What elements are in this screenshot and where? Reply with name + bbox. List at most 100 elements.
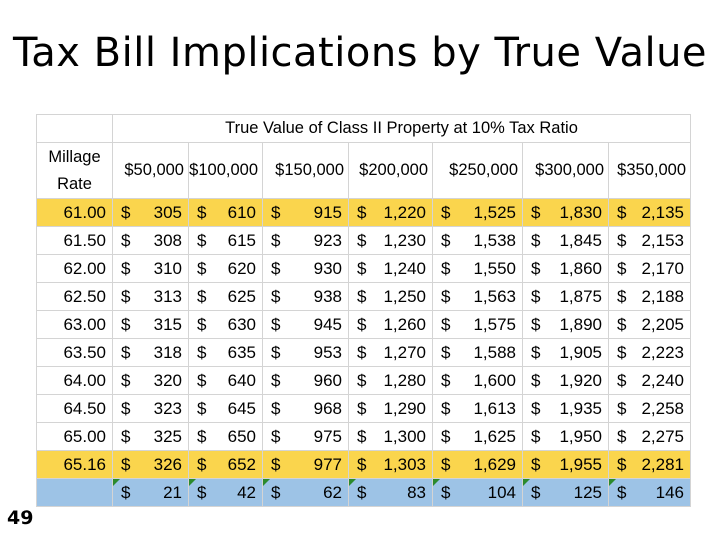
currency-symbol: $ — [531, 399, 541, 418]
currency-symbol: $ — [121, 455, 131, 474]
amount-cell: $1,830 — [522, 198, 609, 227]
amount-value: 1,950 — [559, 426, 602, 446]
currency-symbol: $ — [617, 231, 627, 250]
amount-value: 625 — [227, 286, 256, 306]
amount-cell: $2,258 — [608, 394, 691, 423]
amount-value: 1,955 — [559, 454, 602, 474]
amount-cell: $1,270 — [348, 338, 433, 367]
currency-symbol: $ — [271, 315, 281, 334]
table-row: 64.00 $320 $640 $960 $1,280 $1,600 $1,920 $2,24… — [36, 366, 691, 395]
amount-cell: $320 — [112, 366, 189, 395]
amount-cell: $305 — [112, 198, 189, 227]
amount-value: 315 — [153, 314, 182, 334]
currency-symbol: $ — [357, 203, 367, 222]
millage-rate-cell — [36, 478, 113, 507]
amount-value: 960 — [313, 370, 342, 390]
tax-table: True Value of Class II Property at 10% T… — [36, 114, 691, 507]
amount-value: 2,135 — [641, 202, 684, 222]
amount-cell: $1,629 — [432, 450, 523, 479]
currency-symbol: $ — [271, 259, 281, 278]
corner-cell — [36, 114, 113, 143]
table-row: 63.00 $315 $630 $945 $1,260 $1,575 $1,890 $2,20… — [36, 310, 691, 339]
amount-value: 915 — [313, 202, 342, 222]
amount-value: 1,280 — [383, 370, 426, 390]
amount-cell: $945 — [262, 310, 349, 339]
millage-rate-cell: 64.50 — [36, 394, 113, 423]
amount-value: 1,563 — [473, 286, 516, 306]
amount-cell: $615 — [188, 226, 263, 255]
amount-cell: $1,950 — [522, 422, 609, 451]
amount-value: 1,290 — [383, 398, 426, 418]
amount-value: 1,629 — [473, 454, 516, 474]
table-header-title: True Value of Class II Property at 10% T… — [112, 114, 691, 143]
currency-symbol: $ — [617, 483, 627, 502]
amount-cell: $1,303 — [348, 450, 433, 479]
amount-cell: $1,905 — [522, 338, 609, 367]
currency-symbol: $ — [531, 343, 541, 362]
amount-cell: $960 — [262, 366, 349, 395]
amount-value: 1,890 — [559, 314, 602, 334]
amount-cell: $1,890 — [522, 310, 609, 339]
currency-symbol: $ — [441, 315, 451, 334]
currency-symbol: $ — [357, 455, 367, 474]
amount-value: 2,153 — [641, 230, 684, 250]
amount-cell: $326 — [112, 450, 189, 479]
amount-value: 104 — [487, 482, 516, 502]
amount-value: 930 — [313, 258, 342, 278]
currency-symbol: $ — [531, 371, 541, 390]
amount-cell: $2,205 — [608, 310, 691, 339]
millage-rate-cell: 63.50 — [36, 338, 113, 367]
currency-symbol: $ — [617, 455, 627, 474]
amount-cell: $1,250 — [348, 282, 433, 311]
amount-value: 1,260 — [383, 314, 426, 334]
column-header: $50,000 — [112, 142, 189, 199]
column-header-row: Millage Rate $50,000 $100,000 $150,000 $… — [36, 142, 691, 199]
error-marker-icon — [523, 479, 530, 486]
amount-cell: $1,600 — [432, 366, 523, 395]
column-header: $350,000 — [608, 142, 691, 199]
amount-cell: $620 — [188, 254, 263, 283]
amount-cell: $652 — [188, 450, 263, 479]
currency-symbol: $ — [531, 231, 541, 250]
amount-value: 652 — [227, 454, 256, 474]
currency-symbol: $ — [531, 287, 541, 306]
error-marker-icon — [263, 479, 270, 486]
amount-value: 323 — [153, 398, 182, 418]
amount-cell: $1,280 — [348, 366, 433, 395]
page-number: 49 — [7, 507, 34, 529]
amount-cell: $1,290 — [348, 394, 433, 423]
currency-symbol: $ — [197, 287, 207, 306]
amount-value: 1,525 — [473, 202, 516, 222]
currency-symbol: $ — [271, 287, 281, 306]
amount-cell: $315 — [112, 310, 189, 339]
error-marker-icon — [609, 479, 616, 486]
amount-value: 1,830 — [559, 202, 602, 222]
currency-symbol: $ — [197, 231, 207, 250]
currency-symbol: $ — [197, 455, 207, 474]
amount-value: 615 — [227, 230, 256, 250]
amount-cell: $325 — [112, 422, 189, 451]
amount-value: 325 — [153, 426, 182, 446]
amount-value: 2,223 — [641, 342, 684, 362]
amount-value: 1,300 — [383, 426, 426, 446]
currency-symbol: $ — [197, 315, 207, 334]
table-row: 62.50 $313 $625 $938 $1,250 $1,563 $1,875 $2,18… — [36, 282, 691, 311]
millage-rate-cell: 64.00 — [36, 366, 113, 395]
amount-cell: $975 — [262, 422, 349, 451]
amount-cell: $62 — [262, 478, 349, 507]
currency-symbol: $ — [121, 427, 131, 446]
amount-cell: $104 — [432, 478, 523, 507]
amount-value: 2,170 — [641, 258, 684, 278]
currency-symbol: $ — [617, 287, 627, 306]
amount-cell: $1,588 — [432, 338, 523, 367]
currency-symbol: $ — [357, 371, 367, 390]
amount-cell: $1,875 — [522, 282, 609, 311]
amount-value: 635 — [227, 342, 256, 362]
currency-symbol: $ — [617, 427, 627, 446]
amount-value: 62 — [323, 482, 342, 502]
amount-value: 1,935 — [559, 398, 602, 418]
amount-value: 1,860 — [559, 258, 602, 278]
amount-cell: $2,275 — [608, 422, 691, 451]
currency-symbol: $ — [197, 427, 207, 446]
amount-cell: $635 — [188, 338, 263, 367]
